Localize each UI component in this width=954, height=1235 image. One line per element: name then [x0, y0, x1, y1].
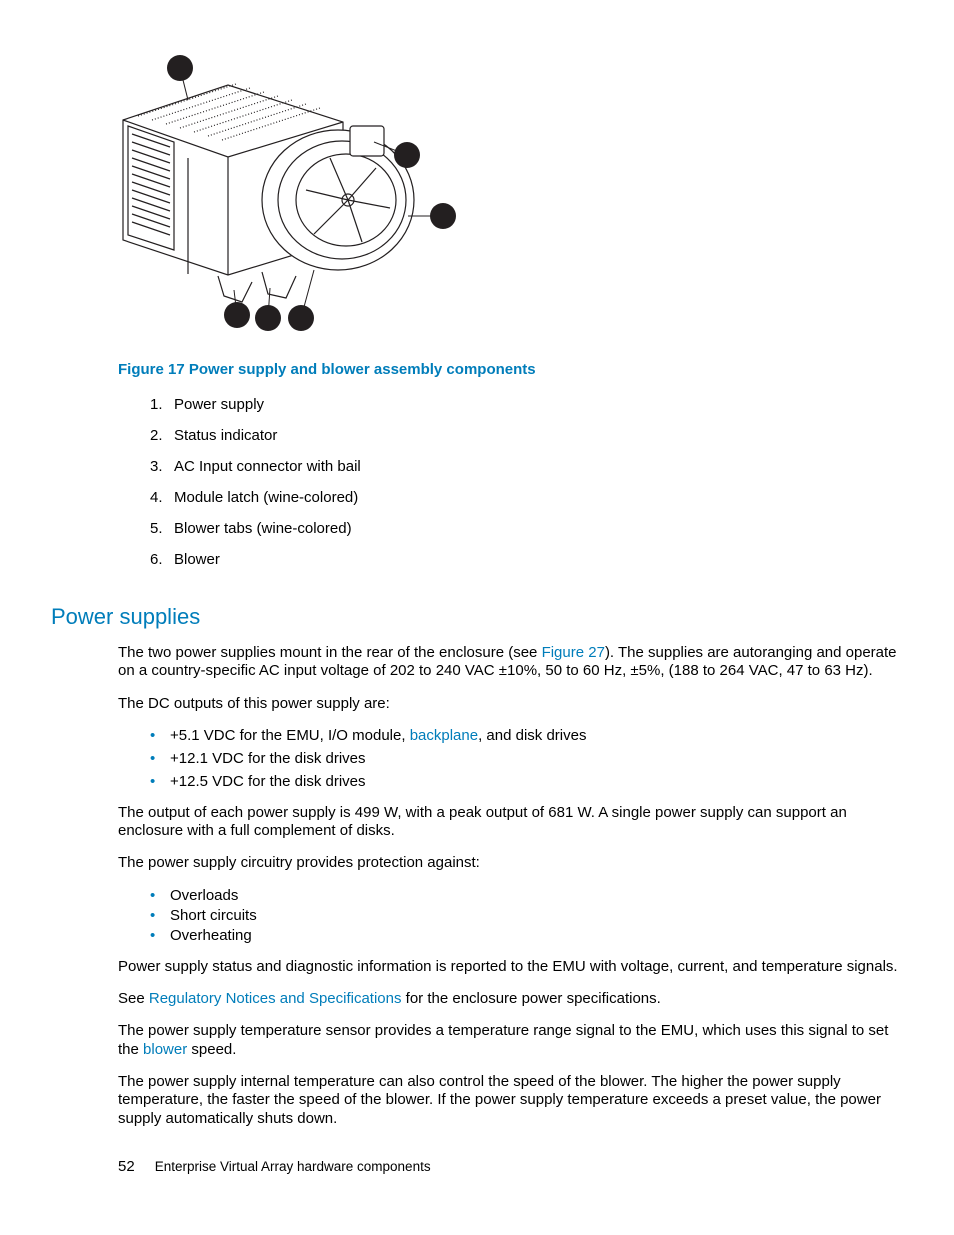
text: , and disk drives [478, 727, 586, 744]
callout-item: 2.Status indicator [150, 427, 898, 444]
callout-item: 6.Blower [150, 551, 898, 568]
section-heading-power-supplies: Power supplies [51, 604, 898, 630]
callout-dot [167, 55, 193, 81]
text: +5.1 VDC for the EMU, I/O module, [170, 727, 410, 744]
page-footer: 52 Enterprise Virtual Array hardware comp… [118, 1158, 431, 1175]
text: +12.1 VDC for the disk drives [170, 750, 366, 767]
figure-caption: Figure 17 Power supply and blower assemb… [118, 361, 898, 378]
callout-number: 1. [150, 396, 174, 413]
callout-number: 3. [150, 458, 174, 475]
callout-text: AC Input connector with bail [174, 458, 361, 475]
link-figure-27[interactable]: Figure 27 [542, 644, 605, 661]
list-item: +12.1 VDC for the disk drives [150, 750, 898, 767]
callout-dot [394, 142, 420, 168]
figure-callout-list: 1.Power supply2.Status indicator3.AC Inp… [150, 396, 898, 568]
callout-item: 3.AC Input connector with bail [150, 458, 898, 475]
callout-item: 4.Module latch (wine-colored) [150, 489, 898, 506]
page-number: 52 [118, 1158, 135, 1175]
paragraph: See Regulatory Notices and Specification… [118, 990, 898, 1008]
callout-dot [288, 305, 314, 331]
list-item: +5.1 VDC for the EMU, I/O module, backpl… [150, 727, 898, 744]
link-backplane[interactable]: backplane [410, 727, 478, 744]
paragraph: The power supply temperature sensor prov… [118, 1022, 898, 1059]
link-regulatory-notices[interactable]: Regulatory Notices and Specifications [149, 990, 402, 1007]
list-item: Overloads [150, 887, 898, 904]
protection-list: Overloads Short circuits Overheating [150, 887, 898, 944]
paragraph: The DC outputs of this power supply are: [118, 695, 898, 713]
list-item: Overheating [150, 927, 898, 944]
callout-dot [430, 203, 456, 229]
callout-text: Blower tabs (wine-colored) [174, 520, 352, 537]
callout-number: 2. [150, 427, 174, 444]
text: for the enclosure power specifications. [402, 990, 661, 1007]
text: speed. [187, 1041, 236, 1058]
list-item: Short circuits [150, 907, 898, 924]
page-content: Figure 17 Power supply and blower assemb… [118, 40, 898, 1142]
link-blower[interactable]: blower [143, 1041, 187, 1058]
paragraph: The two power supplies mount in the rear… [118, 644, 898, 681]
paragraph: The output of each power supply is 499 W… [118, 804, 898, 841]
callout-item: 5.Blower tabs (wine-colored) [150, 520, 898, 537]
footer-title: Enterprise Virtual Array hardware compon… [155, 1159, 431, 1174]
callout-text: Status indicator [174, 427, 277, 444]
dc-outputs-list: +5.1 VDC for the EMU, I/O module, backpl… [150, 727, 898, 790]
callout-number: 6. [150, 551, 174, 568]
callout-text: Power supply [174, 396, 264, 413]
power-supply-diagram [118, 40, 468, 340]
figure-17-illustration [118, 40, 898, 345]
text: See [118, 990, 149, 1007]
paragraph: Power supply status and diagnostic infor… [118, 958, 898, 976]
list-item: +12.5 VDC for the disk drives [150, 773, 898, 790]
text: The two power supplies mount in the rear… [118, 644, 542, 661]
callout-number: 4. [150, 489, 174, 506]
callout-text: Blower [174, 551, 220, 568]
callout-item: 1.Power supply [150, 396, 898, 413]
callout-number: 5. [150, 520, 174, 537]
callout-dot [255, 305, 281, 331]
text: +12.5 VDC for the disk drives [170, 773, 366, 790]
paragraph: The power supply circuitry provides prot… [118, 854, 898, 872]
callout-dot [224, 302, 250, 328]
paragraph: The power supply internal temperature ca… [118, 1073, 898, 1128]
callout-text: Module latch (wine-colored) [174, 489, 358, 506]
